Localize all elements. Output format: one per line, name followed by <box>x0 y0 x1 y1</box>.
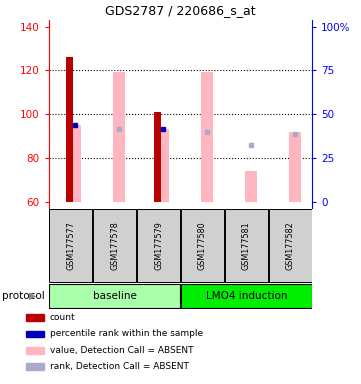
Text: LMO4 induction: LMO4 induction <box>206 291 287 301</box>
FancyBboxPatch shape <box>49 209 92 282</box>
FancyBboxPatch shape <box>181 209 224 282</box>
FancyBboxPatch shape <box>49 284 180 308</box>
FancyBboxPatch shape <box>26 331 44 337</box>
Bar <box>201 73 213 202</box>
Text: GSM177578: GSM177578 <box>110 221 119 270</box>
FancyBboxPatch shape <box>225 209 268 282</box>
Bar <box>245 171 257 202</box>
Text: GSM177581: GSM177581 <box>242 221 251 270</box>
FancyBboxPatch shape <box>93 209 136 282</box>
Text: percentile rank within the sample: percentile rank within the sample <box>50 329 203 338</box>
FancyBboxPatch shape <box>269 209 312 282</box>
FancyBboxPatch shape <box>137 209 180 282</box>
Bar <box>69 125 81 202</box>
Text: protocol: protocol <box>2 291 44 301</box>
Bar <box>288 132 301 202</box>
Text: ▶: ▶ <box>29 291 36 301</box>
FancyBboxPatch shape <box>26 364 44 370</box>
Bar <box>113 73 125 202</box>
FancyBboxPatch shape <box>26 314 44 321</box>
Bar <box>154 112 161 202</box>
Text: value, Detection Call = ABSENT: value, Detection Call = ABSENT <box>50 346 193 355</box>
FancyBboxPatch shape <box>26 347 44 354</box>
Title: GDS2787 / 220686_s_at: GDS2787 / 220686_s_at <box>105 4 256 17</box>
Text: GSM177579: GSM177579 <box>154 221 163 270</box>
FancyBboxPatch shape <box>181 284 312 308</box>
Text: count: count <box>50 313 75 322</box>
Text: GSM177582: GSM177582 <box>286 221 295 270</box>
Text: baseline: baseline <box>93 291 136 301</box>
Bar <box>157 129 169 202</box>
Text: GSM177577: GSM177577 <box>66 221 75 270</box>
Bar <box>66 57 73 202</box>
Text: rank, Detection Call = ABSENT: rank, Detection Call = ABSENT <box>50 362 189 371</box>
Text: GSM177580: GSM177580 <box>198 221 207 270</box>
